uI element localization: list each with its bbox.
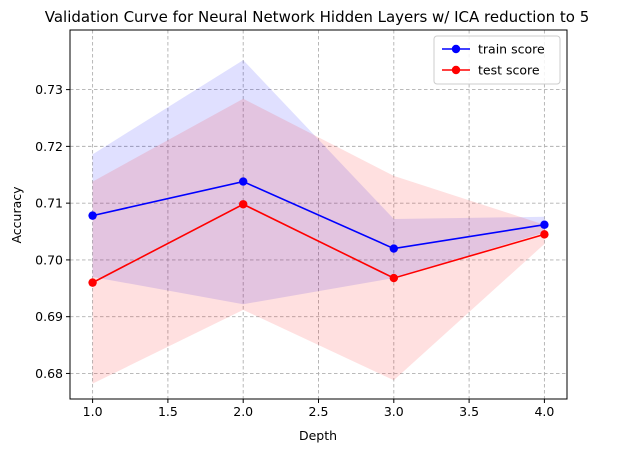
legend: train score test score	[433, 35, 561, 85]
y-tick-label: 0.73	[35, 82, 63, 97]
chart-title: Validation Curve for Neural Network Hidd…	[45, 8, 590, 26]
data-point	[88, 211, 97, 220]
x-tick-label: 4.0	[534, 404, 554, 419]
legend-marker-1	[451, 44, 461, 54]
data-point	[389, 244, 399, 253]
tick-layer: 1.0 1.5 2.0 2.5 3.0 3.5 4.0 0.68 0.69 0.70 0.71 0.7…	[35, 82, 554, 419]
series-line-2	[92, 203, 545, 284]
y-tick-label: 0.70	[35, 252, 63, 267]
series-line-1	[92, 180, 545, 250]
y-tick-label: 0.72	[35, 139, 63, 154]
y-axis-title: Accuracy	[9, 186, 24, 244]
x-tick-label: 2.5	[309, 404, 329, 419]
line-layer	[88, 177, 549, 287]
y-tick-label: 0.69	[35, 309, 63, 324]
x-tick-label: 1.5	[158, 404, 178, 419]
data-point	[238, 177, 248, 186]
data-point	[389, 273, 399, 283]
x-tick-label: 3.5	[459, 404, 479, 419]
x-tick-label: 3.0	[384, 404, 404, 419]
data-point	[88, 278, 97, 287]
y-tick-label: 0.68	[35, 366, 63, 381]
legend-marker-2	[451, 65, 461, 75]
x-tick-label: 1.0	[83, 404, 103, 419]
legend-box	[433, 35, 561, 85]
data-point	[540, 230, 549, 239]
legend-label-1: train score	[478, 42, 545, 57]
x-axis-title: Depth	[299, 428, 337, 443]
data-point	[238, 200, 248, 209]
grid-layer	[70, 30, 567, 399]
legend-label-2: test score	[478, 63, 540, 78]
x-tick-label: 2.0	[233, 404, 253, 419]
y-tick-label: 0.71	[35, 196, 63, 211]
data-point	[540, 220, 549, 229]
